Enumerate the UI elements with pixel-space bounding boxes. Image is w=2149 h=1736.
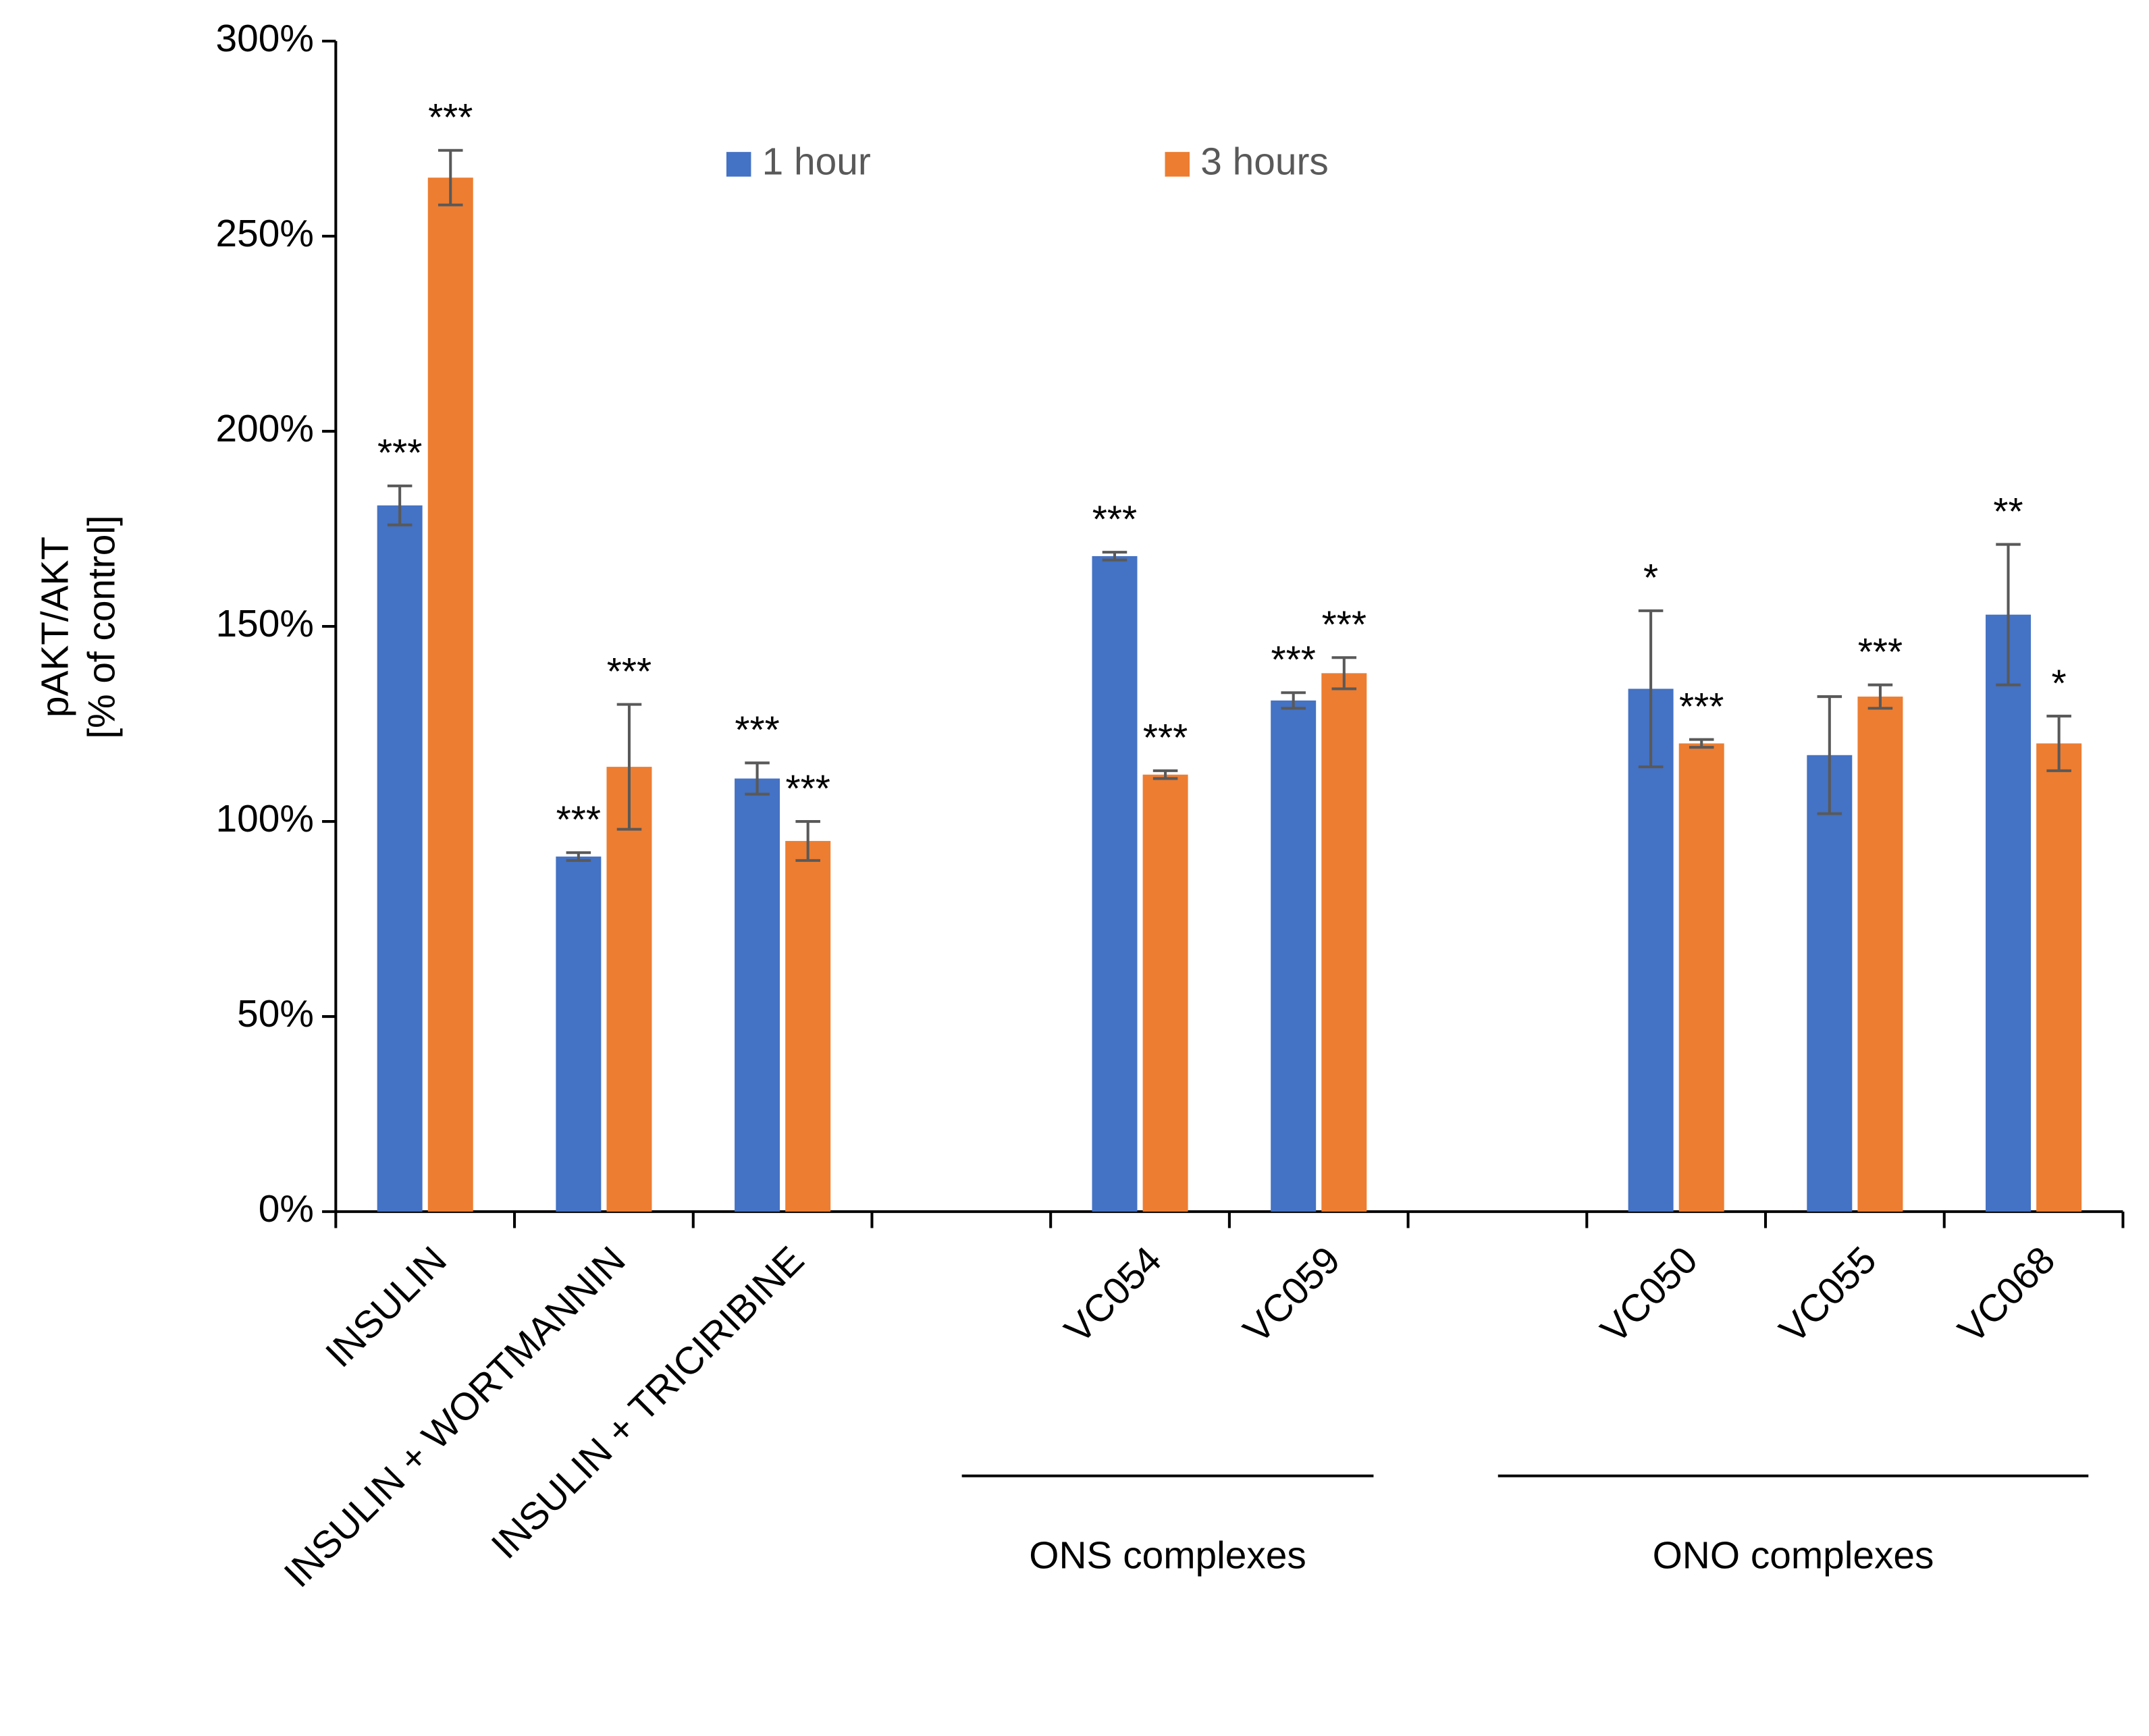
y-tick-label: 250% — [216, 213, 314, 255]
significance-label: *** — [1271, 639, 1316, 682]
significance-label: *** — [556, 799, 601, 842]
y-tick-label: 300% — [216, 18, 314, 60]
error-bar — [1638, 609, 1664, 769]
bar — [1142, 774, 1188, 1212]
significance-label: *** — [1322, 604, 1367, 647]
x-tick-label: INSULIN — [318, 1239, 455, 1376]
bar — [1857, 697, 1903, 1212]
legend-label: 3 hours — [1200, 140, 1329, 183]
error-bar — [566, 851, 591, 862]
bar — [2036, 743, 2082, 1212]
significance-label: ** — [1993, 491, 2023, 533]
bar — [1678, 743, 1724, 1212]
legend-label: 1 hour — [762, 140, 871, 183]
significance-label: *** — [377, 432, 422, 474]
x-tick-label: VC055 — [1772, 1239, 1884, 1351]
error-bar — [437, 148, 463, 207]
error-bar — [1152, 769, 1178, 780]
x-tick-label: VC059 — [1236, 1239, 1348, 1351]
y-tick-label: 200% — [216, 408, 314, 450]
error-bar — [1281, 691, 1306, 710]
error-bar — [795, 820, 820, 862]
error-bar — [616, 703, 642, 831]
error-bar — [745, 761, 770, 796]
significance-label: *** — [428, 97, 473, 139]
y-tick-label: 50% — [237, 993, 314, 1035]
bar — [1986, 614, 2032, 1212]
bar — [1807, 755, 1853, 1212]
significance-label: *** — [607, 651, 652, 693]
bar — [377, 505, 423, 1212]
x-tick-label: INSULIN + WORTMANNIN — [276, 1239, 633, 1596]
x-tick-label: INSULIN + TRICIRIBINE — [483, 1239, 812, 1567]
y-tick-label: 100% — [216, 798, 314, 840]
error-bar — [2046, 714, 2071, 772]
error-bar — [1867, 683, 1893, 710]
x-tick-label: VC050 — [1593, 1239, 1705, 1351]
error-bar — [1331, 656, 1357, 690]
y-axis-title-line: [% of control] — [80, 515, 123, 738]
legend-swatch — [726, 152, 751, 177]
significance-label: * — [1643, 557, 1658, 599]
bar — [606, 767, 652, 1212]
error-bar — [1102, 551, 1127, 562]
legend-swatch — [1165, 152, 1190, 177]
bar — [1628, 688, 1674, 1212]
error-bar — [1817, 695, 1842, 815]
bar — [735, 778, 780, 1212]
error-bar — [387, 484, 413, 526]
error-bar — [1689, 738, 1714, 749]
significance-label: *** — [786, 767, 830, 810]
error-bar — [1996, 543, 2021, 686]
group-label: ONO complexes — [1653, 1534, 1934, 1577]
bar — [1092, 555, 1138, 1212]
significance-label: *** — [1679, 686, 1724, 728]
bar — [556, 857, 602, 1212]
significance-label: *** — [1092, 499, 1137, 541]
bar — [427, 178, 473, 1212]
significance-label: * — [2052, 662, 2067, 705]
significance-label: *** — [1143, 717, 1188, 759]
y-tick-label: 0% — [259, 1188, 314, 1230]
y-tick-label: 150% — [216, 603, 314, 645]
x-tick-label: VC054 — [1057, 1239, 1169, 1351]
significance-label: *** — [1858, 631, 1903, 674]
group-label: ONS complexes — [1029, 1534, 1306, 1577]
y-axis-title-line: pAKT/AKT — [34, 537, 76, 717]
significance-label: *** — [735, 709, 779, 752]
bar — [1271, 700, 1317, 1212]
bar — [1321, 673, 1367, 1212]
bar — [785, 840, 831, 1212]
x-tick-label: VC068 — [1951, 1239, 2063, 1351]
y-axis-title: pAKT/AKT [% of control] — [34, 515, 123, 738]
